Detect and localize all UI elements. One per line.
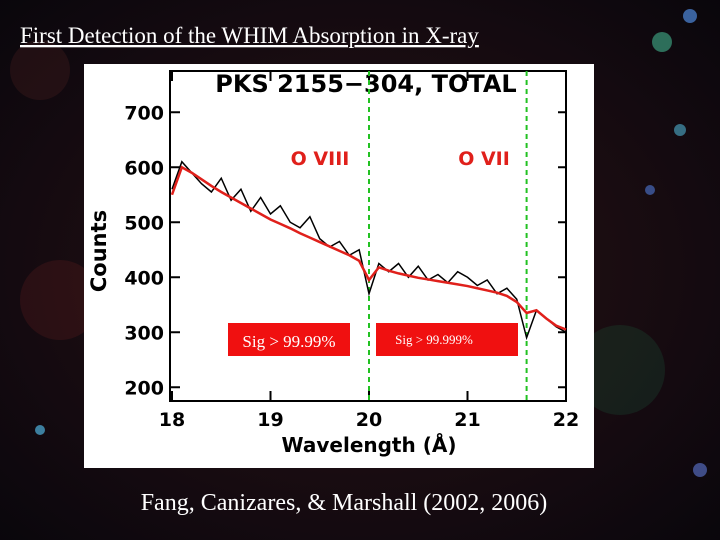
y-tick-label: 400 bbox=[124, 267, 164, 289]
significance-label: Sig > 99.99% bbox=[242, 332, 335, 351]
chart-title: PKS 2155−304, TOTAL bbox=[215, 70, 516, 98]
significance-box bbox=[376, 323, 518, 356]
stars bbox=[10, 9, 707, 477]
y-axis-label: Counts bbox=[87, 210, 111, 292]
y-tick-label: 200 bbox=[124, 377, 164, 399]
data-line bbox=[171, 160, 567, 341]
significance-label: Sig > 99.999% bbox=[395, 332, 473, 347]
y-tick-label: 600 bbox=[124, 157, 164, 179]
x-tick-label: 22 bbox=[553, 409, 579, 431]
x-tick-label: 19 bbox=[257, 409, 283, 431]
significance-box bbox=[228, 323, 350, 356]
line-label: O VIII bbox=[291, 148, 350, 170]
x-tick-label: 18 bbox=[159, 409, 185, 431]
x-axis-label: Wavelength (Å) bbox=[282, 433, 457, 457]
model-line bbox=[170, 165, 567, 331]
line-label: O VII bbox=[458, 148, 510, 170]
slide-title: First Detection of the WHIM Absorption i… bbox=[20, 23, 479, 48]
x-tick-label: 20 bbox=[356, 409, 382, 431]
citation: Fang, Canizares, & Marshall (2002, 2006) bbox=[141, 490, 548, 516]
y-tick-label: 500 bbox=[124, 212, 164, 234]
x-tick-label: 21 bbox=[454, 409, 480, 431]
y-tick-label: 300 bbox=[124, 322, 164, 344]
chart-panel bbox=[84, 64, 594, 468]
y-tick-label: 700 bbox=[124, 102, 164, 124]
